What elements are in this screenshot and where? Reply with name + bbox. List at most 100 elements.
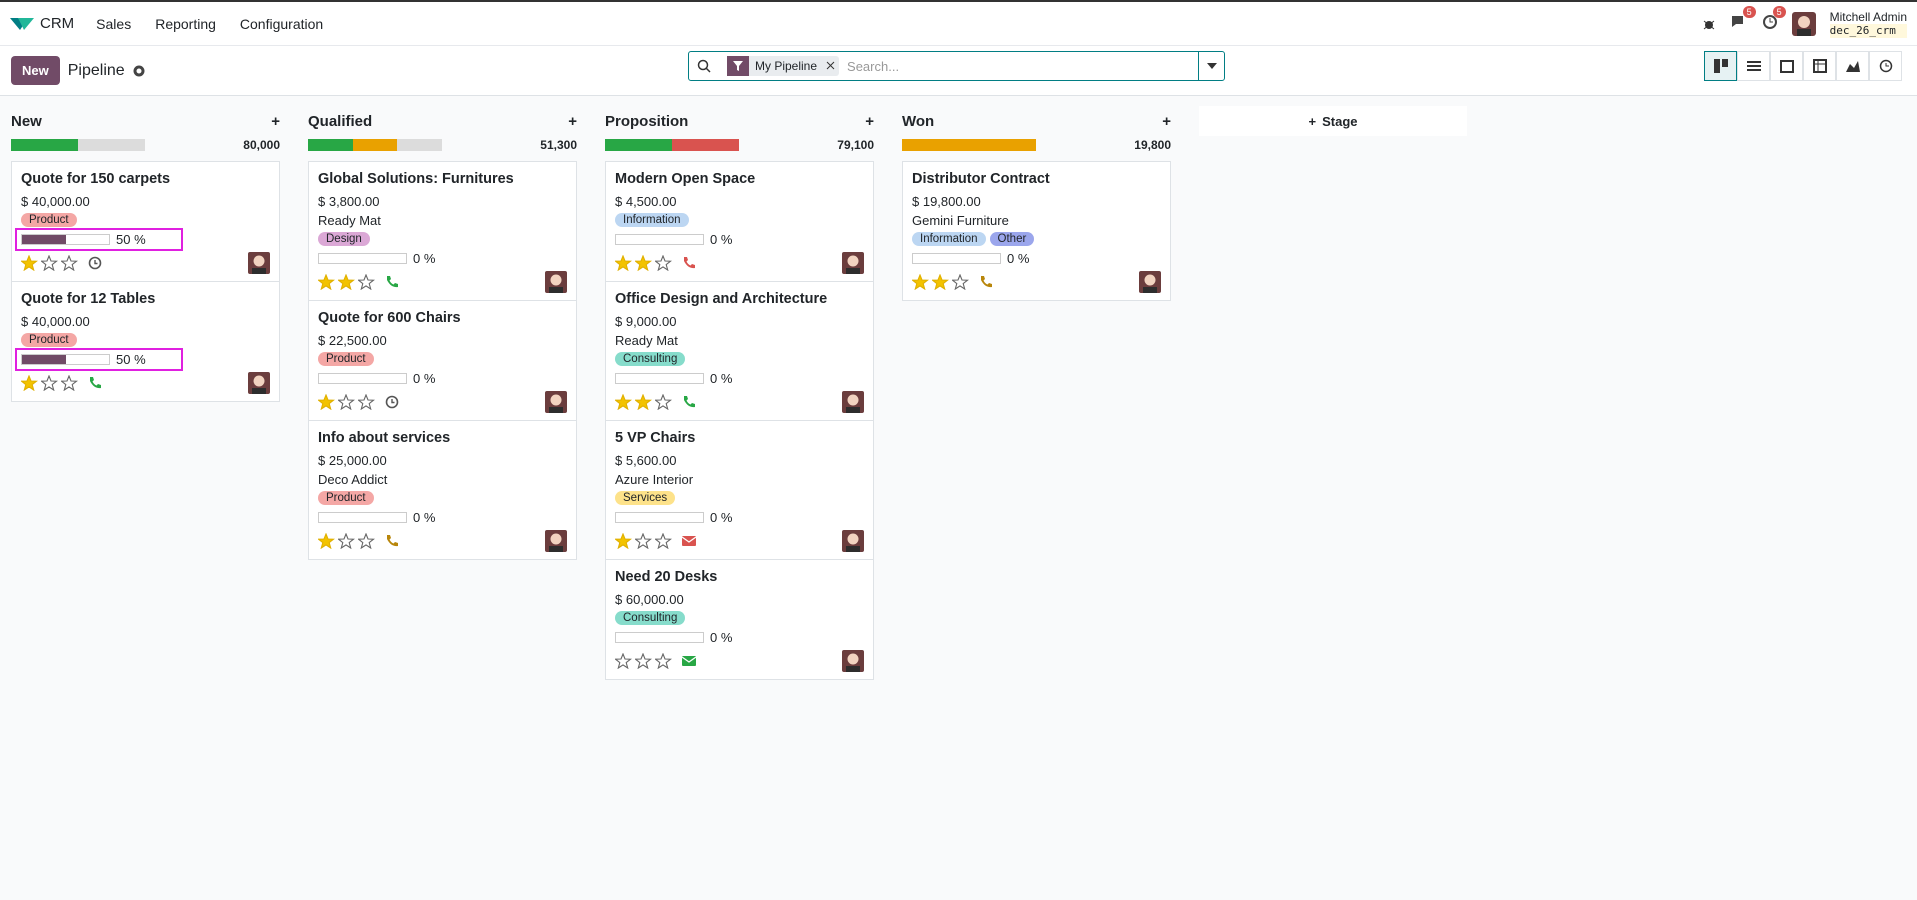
activity-icon[interactable] <box>87 375 109 391</box>
icon-shape <box>1144 274 1156 286</box>
priority-star[interactable] <box>21 375 38 391</box>
search-toggle[interactable] <box>1198 52 1224 80</box>
priority-star[interactable] <box>635 255 652 271</box>
search-placeholder[interactable]: Search... <box>847 58 900 74</box>
priority-star[interactable] <box>318 394 335 410</box>
menu[interactable]: Configuration <box>239 15 324 32</box>
menu[interactable]: Reporting <box>155 15 216 32</box>
activity-segment[interactable] <box>672 139 739 151</box>
lead-card[interactable]: Need 20 Desks $ 60,000.00 Consulting 0 % <box>605 559 874 680</box>
app-name[interactable]: CRM <box>40 15 75 32</box>
priority-star[interactable] <box>932 274 949 290</box>
activity-icon[interactable] <box>978 274 1000 290</box>
lead-card[interactable]: 5 VP Chairs $ 5,600.00 Azure Interior Servi… <box>605 420 874 560</box>
activity-segment[interactable] <box>352 139 398 151</box>
add-card-button[interactable]: + <box>271 112 280 130</box>
activity-icon[interactable] <box>384 533 406 549</box>
add-card-button[interactable]: + <box>568 112 577 130</box>
lead-card[interactable]: Quote for 12 Tables $ 40,000.00 Product 50 … <box>11 281 280 402</box>
priority-star[interactable] <box>358 274 375 290</box>
menu[interactable]: Sales <box>96 15 132 32</box>
priority-star[interactable] <box>338 274 355 290</box>
gear-icon[interactable] <box>133 65 145 77</box>
priority-star[interactable] <box>952 274 969 290</box>
card-footer <box>21 251 270 275</box>
priority-star[interactable] <box>912 274 929 290</box>
pivot-view[interactable] <box>1803 51 1836 81</box>
priority-star[interactable] <box>655 533 672 549</box>
lead-name: Global Solutions: Furnitures <box>318 171 514 187</box>
priority-star[interactable] <box>655 394 672 410</box>
priority-star[interactable] <box>615 533 632 549</box>
search-bar[interactable]: My Pipeline Search... <box>688 51 1225 81</box>
lead-name: Office Design and Architecture <box>615 291 828 307</box>
priority-star[interactable] <box>635 533 652 549</box>
calendar-view[interactable] <box>1770 51 1803 81</box>
probability-bar <box>21 234 110 245</box>
tag: Information <box>615 213 689 227</box>
kanban-view[interactable] <box>1704 51 1737 81</box>
app-logo[interactable] <box>10 16 34 32</box>
priority-star[interactable] <box>318 274 335 290</box>
activity-icon[interactable] <box>681 394 703 410</box>
new-button[interactable]: New <box>11 56 60 85</box>
priority-star[interactable] <box>635 394 652 410</box>
lead-card[interactable]: Quote for 600 Chairs $ 22,500.00 Product 0 … <box>308 300 577 421</box>
activity-icon[interactable] <box>384 274 406 290</box>
priority-star[interactable] <box>61 255 78 271</box>
activity-icon[interactable] <box>681 255 703 271</box>
priority-star[interactable] <box>635 653 652 669</box>
user-avatar[interactable] <box>1791 11 1816 36</box>
activity-segment[interactable] <box>308 139 353 151</box>
activity-segment[interactable] <box>902 139 1036 151</box>
priority-star[interactable] <box>318 533 335 549</box>
activity-view[interactable] <box>1869 51 1902 81</box>
activities[interactable]: 5 <box>1762 6 1786 33</box>
priority-star[interactable] <box>61 375 78 391</box>
lead-card[interactable]: Info about services $ 25,000.00 Deco Addic… <box>308 420 577 560</box>
priority-star[interactable] <box>655 653 672 669</box>
activity-segment[interactable] <box>78 139 145 151</box>
user-info[interactable]: Mitchell Admin dec_26_crm <box>1829 10 1907 38</box>
add-card-button[interactable]: + <box>1162 112 1171 130</box>
icon-shape <box>18 17 34 30</box>
icon-shape <box>253 375 265 387</box>
activity-icon[interactable] <box>681 653 703 669</box>
priority-star[interactable] <box>358 394 375 410</box>
add-stage[interactable]: + Stage <box>1199 106 1467 136</box>
icon-shape <box>253 255 265 267</box>
activity-icon[interactable] <box>384 394 406 410</box>
graph-view[interactable] <box>1836 51 1869 81</box>
facet-remove[interactable] <box>823 61 839 71</box>
priority-star[interactable] <box>21 255 38 271</box>
lead-card[interactable]: Quote for 150 carpets $ 40,000.00 Product 5… <box>11 161 280 282</box>
debug-icon[interactable] <box>1702 17 1716 31</box>
priority-star[interactable] <box>41 375 58 391</box>
lead-card[interactable]: Modern Open Space $ 4,500.00 Information 0 … <box>605 161 874 282</box>
add-card-button[interactable]: + <box>865 112 874 130</box>
priority-star[interactable] <box>615 255 632 271</box>
lead-card[interactable]: Office Design and Architecture $ 9,000.00… <box>605 281 874 421</box>
priority-star[interactable] <box>338 394 355 410</box>
activity-segment[interactable] <box>605 139 672 151</box>
priority-star[interactable] <box>655 255 672 271</box>
lead-card[interactable]: Distributor Contract $ 19,800.00 Gemini Fu… <box>902 161 1171 301</box>
probability: 0 % <box>611 508 736 527</box>
card-footer <box>912 270 1161 294</box>
priority-star[interactable] <box>615 394 632 410</box>
lead-card[interactable]: Global Solutions: Furnitures $ 3,800.00 Re… <box>308 161 577 301</box>
icon-shape <box>847 653 859 665</box>
activity-segment[interactable] <box>397 139 442 151</box>
priority-star[interactable] <box>41 255 58 271</box>
activity-icon[interactable] <box>681 533 703 549</box>
priority-star[interactable] <box>338 533 355 549</box>
priority-star[interactable] <box>615 653 632 669</box>
activity-segment[interactable] <box>11 139 78 151</box>
list-view[interactable] <box>1737 51 1770 81</box>
messages[interactable]: 5 <box>1730 6 1756 33</box>
priority-star[interactable] <box>358 533 375 549</box>
activity-icon[interactable] <box>87 255 109 271</box>
icon-shape <box>684 396 695 408</box>
icon-shape <box>318 394 335 410</box>
probability-bar <box>615 234 704 245</box>
